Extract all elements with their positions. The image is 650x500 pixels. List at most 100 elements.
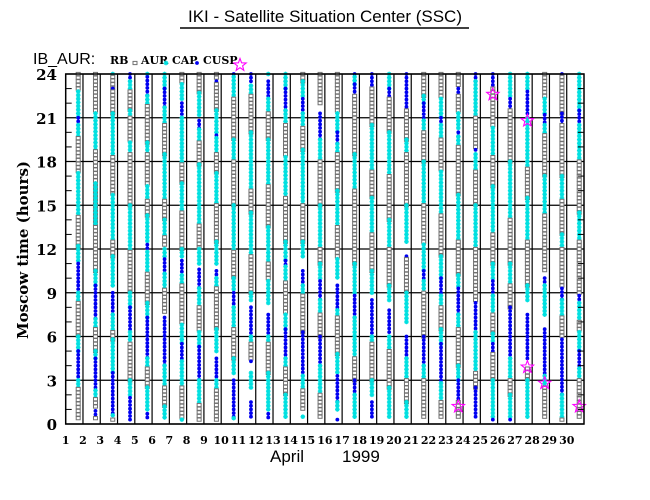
rb-marker [179,75,185,80]
rb-marker [248,341,254,346]
cap-marker [266,90,271,95]
rb-marker [352,141,358,146]
cap-marker [197,366,202,371]
rb-marker [300,75,306,80]
aur-marker [110,412,116,418]
rb-marker [162,130,168,135]
cap-marker [110,374,115,379]
aur-marker [179,202,185,208]
cap-marker [76,279,81,284]
cap-marker [145,315,150,320]
cap-marker [283,341,288,346]
rb-marker [179,169,185,174]
aur-stroke [214,239,219,244]
aur-stroke [179,126,184,131]
rb-marker [352,97,358,102]
cap-marker [162,260,167,265]
rb-marker [317,192,323,197]
aur-stroke [197,112,202,117]
rb-marker [92,149,98,154]
rb-marker [300,322,306,327]
rb-marker [231,192,237,197]
rb-marker [283,199,289,204]
rb-marker [127,345,133,350]
rb-marker [369,112,375,117]
aur-marker [179,140,185,146]
rb-marker [196,316,202,321]
cap-marker [162,333,167,338]
aur-marker [75,178,81,183]
rb-marker [196,413,202,419]
cap-marker [162,355,167,360]
aur-stroke [110,222,115,227]
cap-marker [110,305,115,310]
rb-marker [265,118,271,123]
cap-marker [110,407,115,412]
rb-marker [317,79,323,84]
cap-marker [162,268,167,273]
cap-marker [231,411,236,415]
rb-marker [213,210,219,215]
aur-stroke [179,254,184,259]
aur-stroke [145,213,150,218]
rb-marker [75,222,81,227]
aur-marker [231,221,236,226]
aur-stroke [127,232,133,237]
rb-marker [265,187,271,193]
aur-stroke [76,93,81,98]
cap-marker [352,311,357,316]
aur-stroke [214,330,219,335]
aur-stroke [162,408,167,413]
aur-stroke [110,140,115,145]
rb-marker [352,119,358,124]
rb-marker [369,243,375,248]
rb-marker [179,385,185,390]
rb-marker [352,370,358,376]
rb-marker [213,399,219,404]
rb-marker [144,125,150,131]
cap-marker [300,268,305,273]
rb-marker [265,114,271,120]
rb-marker [162,126,168,131]
aur-stroke [93,276,98,281]
aur-stroke [179,119,184,124]
aur-marker [127,337,133,342]
cap-marker [197,271,202,275]
aur-stroke [231,356,236,361]
aur-stroke [214,246,219,252]
rb-marker [231,195,237,201]
aur-stroke [197,300,202,306]
cap-marker [162,326,167,331]
rb-marker [317,159,323,164]
rb-marker [265,184,271,189]
aur-marker [231,279,236,285]
cap-marker [93,305,98,310]
aur-stroke [76,130,81,135]
rb-marker [300,235,306,241]
aur-stroke [179,203,184,208]
rb-marker [317,93,323,98]
aur-stroke [179,122,184,128]
aur-stroke [231,323,236,328]
rb-marker [213,206,219,211]
cap-marker [266,330,271,335]
aur-marker [265,407,271,412]
rb-marker [110,180,116,185]
aur-stroke [179,276,184,281]
rb-marker [213,82,219,87]
cap-marker [93,367,98,372]
rb-marker [334,337,340,342]
aur-stroke [110,344,115,349]
cap-marker [318,334,322,339]
cap-marker [370,312,374,317]
cap-marker [283,338,288,343]
aur-stroke [214,136,219,141]
rb-marker [75,240,81,245]
aur-stroke [127,392,133,397]
aur-stroke [179,250,184,255]
aur-marker [231,213,236,219]
rb-marker [265,348,271,354]
aur-stroke [179,273,184,278]
aur-stroke [127,79,133,84]
aur-stroke [76,171,81,176]
